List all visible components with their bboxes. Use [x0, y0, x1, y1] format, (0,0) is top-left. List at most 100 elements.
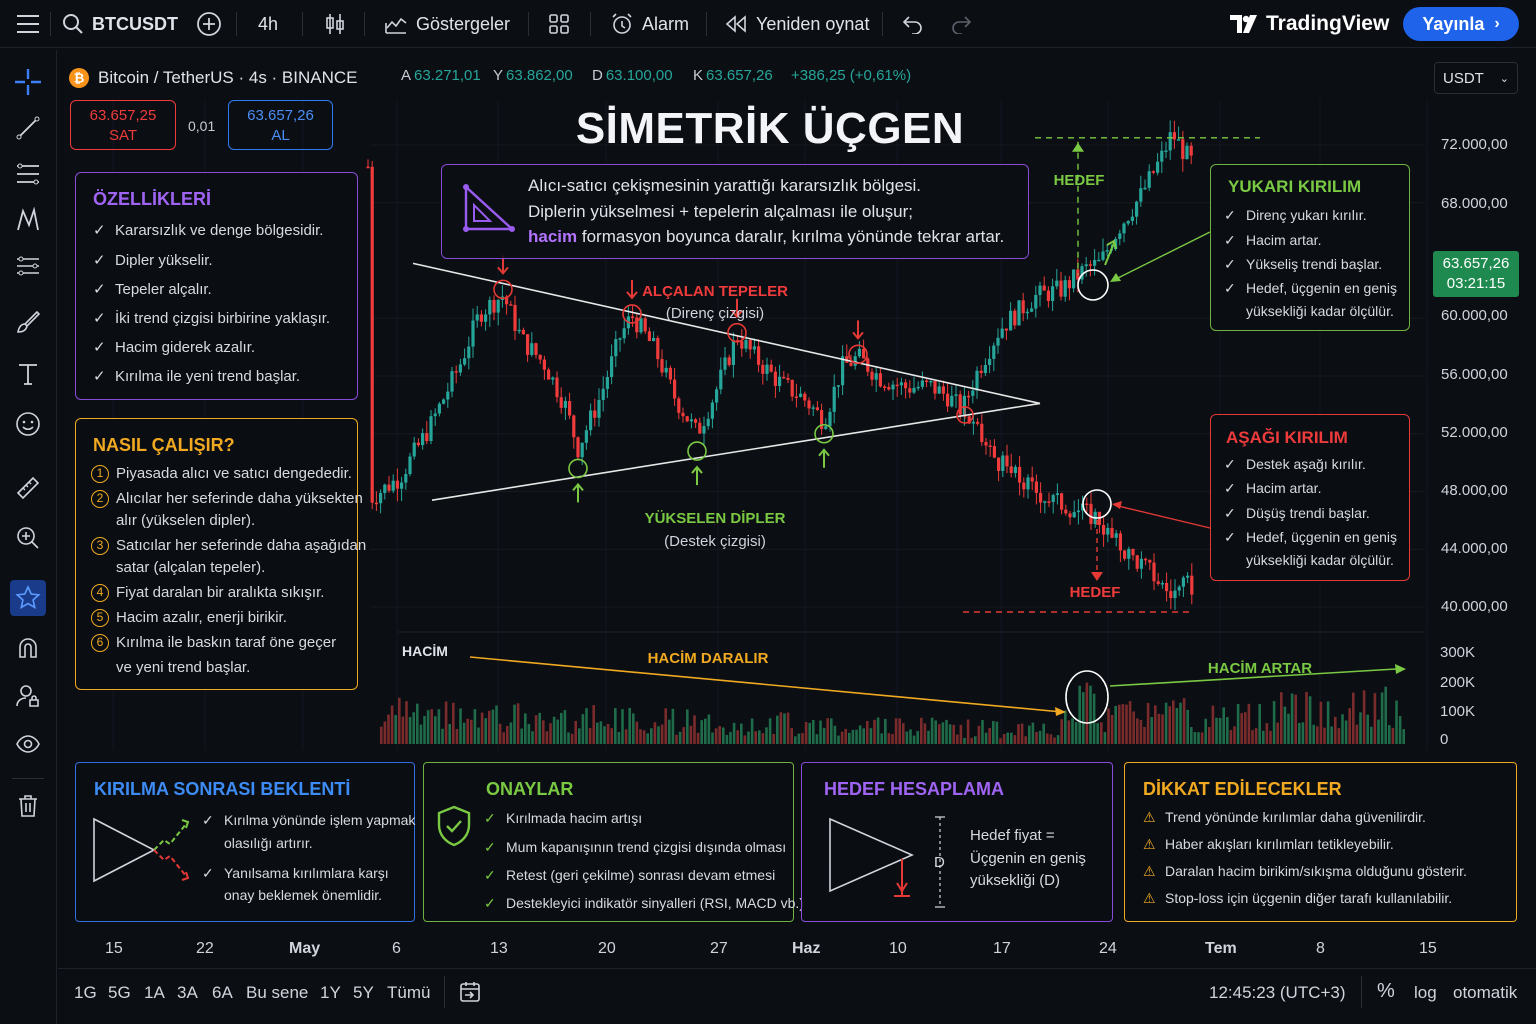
volume-bar	[664, 708, 667, 744]
undo-button[interactable]	[902, 0, 924, 48]
indicators-button[interactable]: Göstergeler	[384, 0, 510, 48]
volume-bar	[405, 701, 408, 744]
candle-body	[1177, 586, 1181, 591]
sell-button[interactable]: 63.657,25 SAT	[70, 100, 176, 150]
candle-body	[1017, 300, 1021, 326]
range-ytd[interactable]: Bu sene	[246, 983, 309, 1002]
candle-body	[1147, 171, 1151, 188]
goto-date-button[interactable]	[458, 980, 482, 1009]
volume-bar	[1190, 727, 1193, 744]
candle-body	[1105, 250, 1109, 252]
range-5y[interactable]: 5Y	[353, 983, 374, 1002]
lock-tool[interactable]	[10, 678, 46, 714]
range-6m[interactable]: 6A	[212, 983, 233, 1002]
volume-bar	[1215, 717, 1218, 744]
candle-body	[400, 482, 404, 489]
check-icon: ✓	[93, 252, 106, 269]
volume-bar	[614, 708, 617, 744]
candle-body	[870, 371, 874, 380]
trend-line-tool[interactable]	[10, 110, 46, 146]
candle-body	[1093, 260, 1097, 266]
interval-button[interactable]: 4h	[258, 0, 278, 48]
candle-body	[517, 329, 521, 332]
clock-timezone[interactable]: 12:45:23 (UTC+3)	[1209, 983, 1346, 1002]
fib-tool[interactable]	[10, 156, 46, 192]
candle-body	[563, 401, 567, 408]
layout-button[interactable]	[548, 0, 570, 48]
zoom-tool[interactable]	[10, 520, 46, 556]
range-5d[interactable]: 5G	[108, 983, 131, 1002]
candle-body	[916, 386, 920, 389]
candle-body	[1097, 259, 1101, 262]
candle-body	[538, 354, 542, 360]
volume-bar	[794, 736, 797, 744]
chart-type-button[interactable]	[324, 0, 346, 48]
candle-body	[983, 365, 987, 373]
text-tool[interactable]	[10, 356, 46, 392]
delete-tool[interactable]	[10, 788, 46, 824]
hide-tool[interactable]	[10, 726, 46, 762]
replay-button[interactable]: Yeniden oynat	[724, 0, 869, 48]
currency-select[interactable]: USDT ⌄	[1434, 62, 1518, 94]
pattern-tool[interactable]	[10, 202, 46, 238]
logo-text: TradingView	[1266, 12, 1390, 35]
volume-bar	[732, 722, 736, 744]
time-axis-label: 24	[1099, 940, 1117, 957]
volume-bar	[959, 724, 963, 744]
projection-tool[interactable]	[10, 248, 46, 284]
ruler-tool[interactable]	[10, 470, 46, 506]
candle-body	[576, 437, 580, 458]
buy-button[interactable]: 63.657,26 AL	[228, 100, 333, 150]
volume-bar	[995, 721, 999, 744]
candle-body	[639, 318, 643, 333]
volume-bar	[678, 731, 682, 744]
range-all[interactable]: Tümü	[387, 983, 431, 1002]
volume-bar	[1013, 735, 1017, 744]
candle-body	[731, 340, 735, 366]
volume-bar	[527, 723, 531, 744]
symbol-search[interactable]: BTCUSDT	[62, 0, 178, 48]
volume-bar	[1092, 693, 1096, 744]
redo-button[interactable]	[950, 0, 972, 48]
magnet-tool[interactable]	[10, 630, 46, 666]
alert-button[interactable]: Alarm	[610, 0, 689, 48]
candle-body	[1001, 455, 1005, 471]
crosshair-tool[interactable]	[10, 64, 46, 100]
volume-bar	[682, 727, 685, 744]
check-icon: ✓	[93, 310, 106, 327]
candle-body	[887, 387, 891, 390]
volume-bar	[624, 729, 628, 744]
symbol-legend[interactable]: ₿ Bitcoin / TetherUS · 4s · BINANCE	[68, 64, 358, 92]
volume-bar	[455, 728, 459, 744]
range-3m[interactable]: 3A	[177, 983, 198, 1002]
volume-bar	[718, 726, 721, 744]
brush-tool[interactable]	[10, 304, 46, 340]
volume-bar	[808, 722, 811, 744]
check-icon: ✓	[93, 339, 106, 356]
candle-body	[492, 299, 496, 313]
volume-bar	[480, 712, 484, 744]
compare-button[interactable]	[196, 0, 222, 48]
publish-button[interactable]: Yayınla ›	[1403, 7, 1519, 41]
candle-body	[752, 346, 756, 350]
emoji-tool[interactable]	[10, 406, 46, 442]
range-1y[interactable]: 1Y	[320, 983, 341, 1002]
auto-scale-toggle[interactable]: otomatik	[1453, 983, 1518, 1002]
favorites-tool[interactable]	[10, 580, 46, 616]
volume-bar	[927, 730, 930, 744]
candle-body	[463, 358, 467, 365]
range-1m[interactable]: 1A	[144, 983, 165, 1002]
last-price-tag: 63.657,26 03:21:15	[1433, 251, 1519, 297]
percent-toggle[interactable]: %	[1377, 980, 1395, 1002]
menu-button[interactable]	[16, 0, 40, 48]
volume-bar	[1226, 716, 1229, 744]
feature-item: ✓ Dipler yükselir.	[93, 252, 213, 269]
breakout-down-pointer	[1113, 504, 1211, 529]
volume-bar	[1240, 712, 1243, 744]
tradingview-logo[interactable]: TradingView	[1230, 10, 1389, 38]
volume-bar	[495, 705, 498, 744]
range-1d[interactable]: 1G	[74, 983, 97, 1002]
candle-body	[408, 456, 412, 475]
volume-bar	[390, 705, 394, 744]
log-toggle[interactable]: log	[1414, 983, 1437, 1002]
